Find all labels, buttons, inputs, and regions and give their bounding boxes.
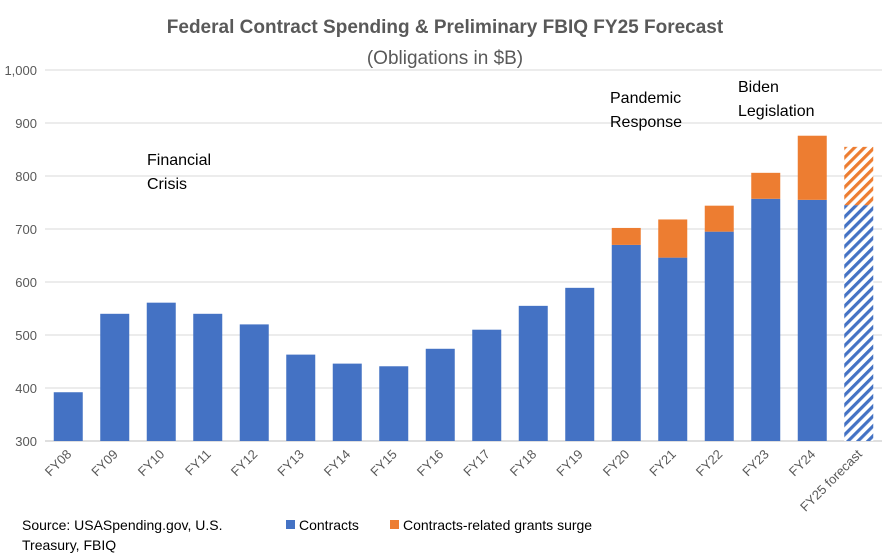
annotations-group: Financial Crisis Pandemic Response Biden Legi… <box>147 79 815 193</box>
bar-contracts <box>379 366 409 441</box>
bar-contracts <box>332 363 362 441</box>
x-tick-label: FY15 <box>367 447 400 480</box>
bar-contracts <box>425 348 455 441</box>
bar-grants-surge <box>658 219 688 258</box>
y-axis: 300 400 500 600 700 800 900 1,000 <box>4 63 37 449</box>
annotation-text: Pandemic <box>610 90 681 107</box>
bar-contracts <box>518 305 548 441</box>
gridlines <box>45 69 882 442</box>
bar-contracts <box>100 313 130 441</box>
legend-label-contracts: Contracts <box>299 517 359 533</box>
annotation-text: Financial <box>147 152 211 169</box>
bar-grants-surge <box>751 172 781 199</box>
bar-contracts <box>146 302 176 441</box>
x-tick-label: FY13 <box>274 447 307 480</box>
x-tick-label: FY11 <box>182 447 214 479</box>
x-tick-label: FY08 <box>42 447 75 480</box>
source-line-2: Treasury, FBIQ <box>22 537 116 553</box>
y-tick-label: 1,000 <box>4 63 37 78</box>
bar-grants-surge <box>704 205 734 232</box>
x-tick-label: FY10 <box>135 447 168 480</box>
y-tick-label: 600 <box>15 275 37 290</box>
bar-contracts <box>193 313 223 441</box>
bar-contracts <box>53 392 83 441</box>
source-line-1: Source: USASpending.gov, U.S. <box>22 517 223 533</box>
legend-swatch-contracts <box>286 520 295 529</box>
x-tick-label: FY09 <box>88 447 121 480</box>
bar-contracts <box>239 324 269 441</box>
y-tick-label: 700 <box>15 222 37 237</box>
bar-contracts <box>751 198 781 441</box>
bar-contracts <box>611 244 641 441</box>
y-tick-label: 800 <box>15 169 37 184</box>
bar-contracts <box>658 257 688 441</box>
x-tick-label: FY20 <box>600 447 633 480</box>
bar-contracts <box>472 329 502 441</box>
x-tick-label: FY14 <box>321 447 354 480</box>
x-tick-label: FY18 <box>507 447 540 480</box>
x-tick-label: FY19 <box>553 447 586 480</box>
chart-subtitle: (Obligations in $B) <box>367 48 523 69</box>
y-tick-label: 400 <box>15 381 37 396</box>
legend-swatch-grants-surge <box>390 520 399 529</box>
source-note: Source: USASpending.gov, U.S. Treasury, … <box>22 517 223 553</box>
bar-grants-surge <box>797 135 827 200</box>
x-tick-label: FY12 <box>228 447 261 480</box>
bar-contracts <box>286 354 316 441</box>
x-tick-label: FY17 <box>460 447 493 480</box>
y-tick-label: 300 <box>15 434 37 449</box>
bar-contracts <box>844 205 874 441</box>
y-tick-label: 500 <box>15 328 37 343</box>
legend: Contracts Contracts-related grants surge <box>286 517 592 533</box>
chart-title: Federal Contract Spending & Preliminary … <box>167 17 724 38</box>
annotation-text: Crisis <box>147 176 187 193</box>
bar-contracts <box>797 199 827 441</box>
y-tick-label: 900 <box>15 116 37 131</box>
x-tick-label: FY16 <box>414 447 447 480</box>
bar-contracts <box>704 231 734 441</box>
x-tick-label: FY22 <box>693 447 726 480</box>
x-tick-label: FY23 <box>739 447 772 480</box>
bar-grants-surge <box>611 227 641 245</box>
annotation-text: Biden <box>738 79 779 96</box>
x-tick-label: FY24 <box>786 447 819 480</box>
bars-group <box>53 135 874 441</box>
annotation-text: Legislation <box>738 103 815 120</box>
annotation-text: Response <box>610 114 682 131</box>
legend-label-grants-surge: Contracts-related grants surge <box>403 517 592 533</box>
bar-grants-surge <box>844 146 874 206</box>
bar-contracts <box>565 287 595 441</box>
x-axis: FY08 FY09 FY10 FY11 FY12 FY13 FY14 FY15 FY16 FY17… <box>42 446 865 514</box>
x-tick-label: FY21 <box>646 447 679 480</box>
